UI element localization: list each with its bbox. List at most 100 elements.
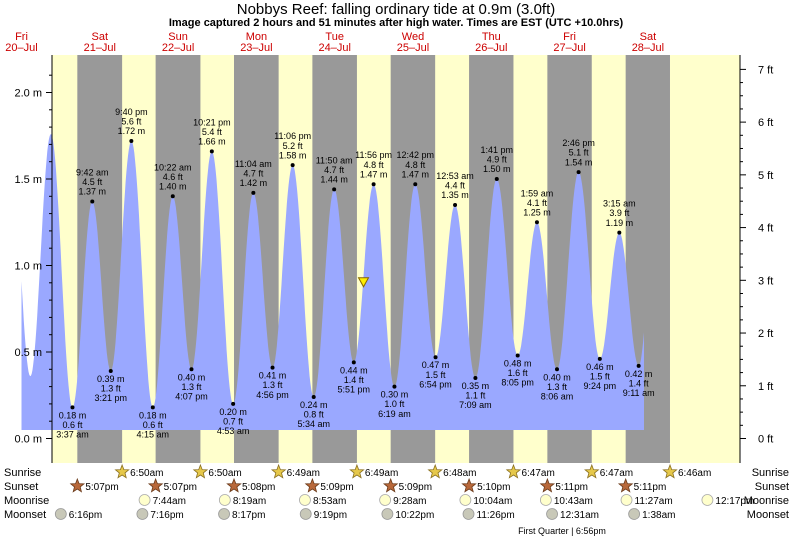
low-tide-point <box>70 405 75 410</box>
low-tide-label: 0.30 m1.0 ft6:19 am <box>378 390 411 419</box>
high-tide-point <box>453 202 458 207</box>
tide-label-line: 1.3 ft <box>547 382 568 392</box>
tide-label-line: 1.3 ft <box>263 380 284 390</box>
low-tide-label: 0.44 m1.4 ft5:51 pm <box>338 365 371 394</box>
tide-label-line: 4.8 ft <box>364 160 385 170</box>
sunrise-icon <box>114 463 130 479</box>
moonset-icon <box>54 508 67 520</box>
tide-label-line: 1.3 ft <box>101 384 122 394</box>
tide-label-line: 1.19 m <box>606 218 634 228</box>
moonrise-time: 7:44am <box>153 496 186 507</box>
day-date: 25–Jul <box>397 42 429 54</box>
tide-label-line: 0.30 m <box>381 390 409 400</box>
moon-phase-note: First Quarter | 6:56pm <box>518 526 606 536</box>
sunset-time: 5:08pm <box>242 482 275 493</box>
low-tide-point <box>150 405 155 410</box>
day-of-week: Sat <box>640 31 657 43</box>
tide-label-line: 3.9 ft <box>609 208 630 218</box>
high-tide-point <box>170 194 175 199</box>
tide-label-line: 5.1 ft <box>569 148 590 158</box>
tide-label-line: 4.4 ft <box>445 181 466 191</box>
sunset-icon <box>617 477 634 493</box>
tide-label-line: 3:15 am <box>603 199 636 209</box>
high-tide-label: 10:22 am4.6 ft1.40 m <box>154 162 192 191</box>
low-tide-label: 0.48 m1.6 ft8:05 pm <box>501 358 534 387</box>
sunset-icon <box>382 477 399 493</box>
tide-label-line: 1.42 m <box>240 178 268 188</box>
low-tide-label: 0.46 m1.5 ft9:24 pm <box>584 362 617 391</box>
tide-curve-area <box>21 134 644 430</box>
low-tide-label: 0.18 m0.6 ft4:15 am <box>137 410 170 439</box>
sunset-time: 5:11pm <box>555 482 588 493</box>
tide-label-line: 1.72 m <box>118 126 146 136</box>
day-of-week: Fri <box>563 31 576 43</box>
tide-label-line: 1.35 m <box>441 190 469 200</box>
high-tide-point <box>129 138 134 143</box>
moonset-icon <box>628 508 641 520</box>
moonrise-time: 11:27am <box>635 496 673 507</box>
day-of-week: Thu <box>482 31 501 43</box>
moonset-time: 6:16pm <box>69 510 102 521</box>
high-tide-point <box>494 177 499 181</box>
tide-label-line: 0.20 m <box>219 407 247 417</box>
sunset-icon <box>304 477 321 493</box>
high-tide-label: 11:50 am4.7 ft1.44 m <box>316 155 353 184</box>
sunset-icon <box>539 477 556 493</box>
tide-label-line: 11:06 pm <box>274 131 311 141</box>
low-tide-label: 0.39 m1.3 ft3:21 pm <box>94 374 127 403</box>
day-date: 20–Jul <box>5 42 37 54</box>
high-tide-point <box>209 149 214 154</box>
tide-label-line: 4.5 ft <box>82 177 103 187</box>
tide-label-line: 5.4 ft <box>202 127 223 137</box>
right-axis-label: 5 ft <box>758 170 773 182</box>
day-date: 22–Jul <box>162 42 194 54</box>
low-tide-point <box>392 384 397 389</box>
tide-label-line: 0.48 m <box>504 358 532 368</box>
day-of-week: Sat <box>92 31 109 43</box>
day-date: 21–Jul <box>84 42 116 54</box>
tide-label-line: 12:53 am <box>436 171 474 181</box>
current-tide-marker <box>357 277 370 288</box>
tide-label-line: 12:42 pm <box>397 150 435 160</box>
low-tide-label: 0.47 m1.5 ft6:54 pm <box>419 360 452 389</box>
sunrise-icon <box>427 463 443 479</box>
tide-label-line: 1.37 m <box>79 187 107 197</box>
high-tide-label: 9:40 pm5.6 ft1.72 m <box>115 107 148 136</box>
tide-label-line: 4:56 pm <box>256 390 289 400</box>
tide-label-line: 5:34 am <box>297 419 330 429</box>
tide-label-line: 1.3 ft <box>181 382 202 392</box>
tide-label-line: 4.8 ft <box>405 160 426 170</box>
moonset-time: 1:38am <box>642 510 675 521</box>
tide-label-line: 1.6 ft <box>508 368 529 378</box>
tide-label-line: 0.24 m <box>300 400 328 410</box>
sunset-icon <box>461 477 477 493</box>
moonrise-time: 9:28am <box>393 496 426 507</box>
low-tide-point <box>433 355 438 360</box>
day-of-week: Sun <box>168 31 188 43</box>
tide-label-line: 0.35 m <box>462 381 490 391</box>
tide-label-line: 5.2 ft <box>283 141 304 151</box>
day-date: 28–Jul <box>632 42 664 54</box>
day-of-week: Fri <box>15 31 28 43</box>
sunset-icon <box>69 477 86 493</box>
sunrise-row-label-right: Sunrise <box>752 467 789 479</box>
tide-label-line: 9:24 pm <box>584 381 617 391</box>
day-date: 27–Jul <box>553 42 585 54</box>
sunrise-time: 6:50am <box>208 468 241 479</box>
low-tide-label: 0.41 m1.3 ft4:56 pm <box>256 371 289 400</box>
low-tide-point <box>473 375 478 380</box>
tide-label-line: 1.1 ft <box>465 391 486 401</box>
high-tide-label: 12:53 am4.4 ft1.35 m <box>436 171 474 200</box>
sunrise-time: 6:48am <box>443 468 476 479</box>
tide-label-line: 1.50 m <box>483 164 511 174</box>
tide-label-line: 4.9 ft <box>487 155 508 165</box>
tide-label-line: 1.4 ft <box>629 378 650 388</box>
moonrise-time: 8:53am <box>313 496 346 507</box>
sunset-time: 5:10pm <box>477 482 510 493</box>
tide-label-line: 4:53 am <box>217 426 250 436</box>
tide-label-line: 1.44 m <box>320 175 348 185</box>
